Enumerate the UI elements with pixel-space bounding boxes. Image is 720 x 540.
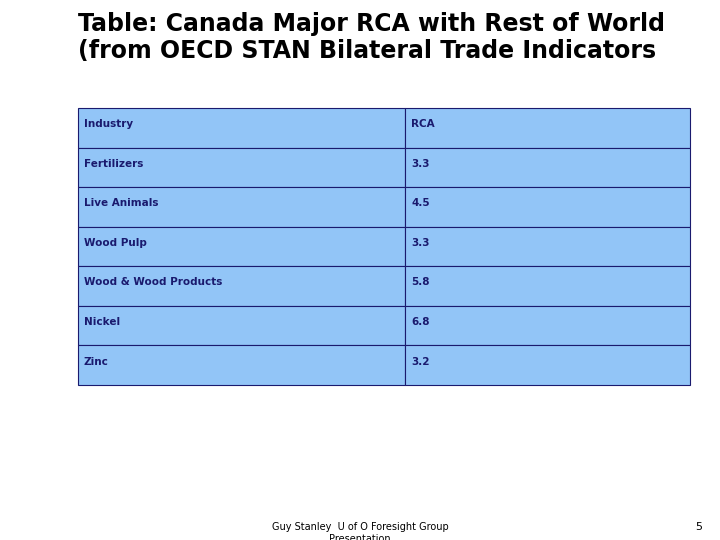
Bar (78, 227, 405, 266)
Text: 3.2: 3.2 (411, 356, 430, 367)
Bar (405, 108, 690, 147)
Text: RCA: RCA (411, 119, 435, 129)
Bar (78, 266, 405, 306)
Text: Zinc: Zinc (84, 356, 109, 367)
Bar (405, 147, 690, 187)
Text: Table: Canada Major RCA with Rest of World
(from OECD STAN Bilateral Trade Indic: Table: Canada Major RCA with Rest of Wor… (78, 12, 665, 63)
Bar (405, 266, 690, 306)
Bar (405, 227, 690, 266)
Text: 3.3: 3.3 (411, 238, 430, 248)
Bar (405, 346, 690, 385)
Text: Nickel: Nickel (84, 317, 120, 327)
Bar (78, 306, 405, 346)
Text: Wood & Wood Products: Wood & Wood Products (84, 278, 222, 287)
Bar (405, 306, 690, 346)
Bar (78, 147, 405, 187)
Text: 3.3: 3.3 (411, 159, 430, 168)
Bar (405, 187, 690, 227)
Bar (78, 346, 405, 385)
Text: Industry: Industry (84, 119, 133, 129)
Text: Guy Stanley  U of O Foresight Group
Presentation: Guy Stanley U of O Foresight Group Prese… (271, 522, 449, 540)
Bar (78, 108, 405, 147)
Bar (78, 187, 405, 227)
Text: Wood Pulp: Wood Pulp (84, 238, 147, 248)
Text: 5.8: 5.8 (411, 278, 430, 287)
Text: Fertilizers: Fertilizers (84, 159, 143, 168)
Text: 6.8: 6.8 (411, 317, 430, 327)
Text: Live Animals: Live Animals (84, 198, 158, 208)
Text: 5: 5 (695, 522, 702, 532)
Text: 4.5: 4.5 (411, 198, 430, 208)
